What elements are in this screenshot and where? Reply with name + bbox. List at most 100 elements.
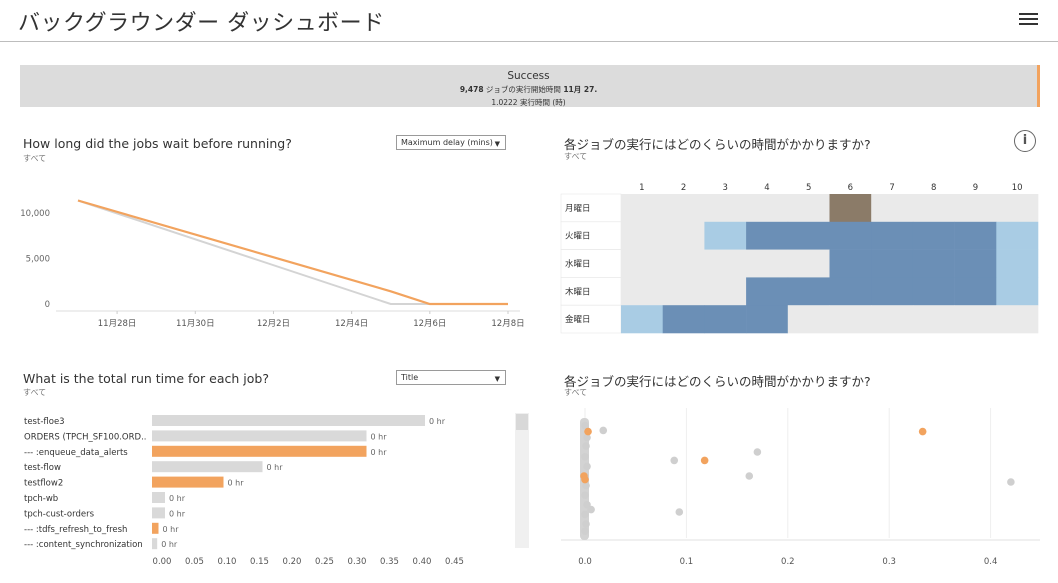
bar-data-label: 0 hr <box>371 432 388 441</box>
heatmap-cell <box>662 277 705 306</box>
scatter-point <box>582 520 590 528</box>
job-count-label: ジョブの実行開始時間 <box>483 85 564 94</box>
x-tick-label: 11月30日 <box>176 319 215 329</box>
x-tick-label: 0.30 <box>348 557 367 567</box>
bar <box>152 415 425 426</box>
bar <box>152 492 165 503</box>
info-icon[interactable]: i <box>1014 130 1036 152</box>
bar-category-label: tpch-wb <box>24 494 58 504</box>
heatmap-column-label: 9 <box>973 183 978 193</box>
scatter-point <box>581 510 589 519</box>
heatmap-cell <box>954 277 997 306</box>
scatter-panel-subtitle: すべて <box>564 388 588 397</box>
scatter-point <box>745 472 754 480</box>
scatter-point <box>581 453 589 461</box>
heatmap-column-label: 10 <box>1012 183 1023 193</box>
scatter-panel-title: 各ジョブの実行にはどのくらいの時間がかかりますか? <box>564 374 871 389</box>
bar-data-label: 0 hr <box>429 417 446 426</box>
scatter-point-highlight <box>700 456 709 465</box>
heatmap-cell <box>787 194 830 223</box>
heatmap-row-label: 火曜日 <box>565 232 591 242</box>
heatmap-cell <box>871 277 914 306</box>
heatmap-cell <box>621 194 663 223</box>
heatmap-cell <box>621 277 663 306</box>
bar-category-label: --- :enqueue_data_alerts <box>24 448 128 458</box>
heatmap-cell <box>871 249 914 278</box>
scatter-point-highlight <box>584 427 592 436</box>
heatmap-cell <box>871 221 914 250</box>
scatter-point <box>581 421 589 430</box>
heatmap-cell <box>912 277 955 306</box>
bar-data-label: 0 hr <box>267 463 284 472</box>
banner-runtime-line: 1.0222 実行時間 (時) <box>491 98 566 107</box>
x-tick-label: 0.1 <box>680 557 694 567</box>
series-line <box>77 199 508 306</box>
x-tick-label: 11月28日 <box>98 319 137 329</box>
wait-line-chart: 0 5,000 10,000 11月28日 11月30日 12月2日 12月4日 12月6日 1… <box>20 199 525 329</box>
hamburger-menu-icon[interactable] <box>1018 10 1040 28</box>
heatmap-cell <box>746 194 789 223</box>
scatter-point-highlight <box>581 475 589 484</box>
runtime-sort-value: Title <box>401 373 419 382</box>
x-tick-label: 12月6日 <box>413 319 446 329</box>
top-bar: バックグラウンダー ダッシュボード <box>0 0 1058 42</box>
heatmap-cell <box>954 194 997 223</box>
heatmap-cell <box>954 249 997 278</box>
job-count: 9,478 <box>459 85 484 94</box>
heatmap-column-label: 1 <box>639 183 644 193</box>
wait-metric-value: Maximum delay (mins) <box>401 138 493 147</box>
bar <box>152 461 263 473</box>
y-tick-label: 0 <box>45 300 50 310</box>
heatmap-cell <box>871 194 914 223</box>
scatter-point <box>675 508 684 516</box>
caret-down-icon: ▼ <box>494 140 500 148</box>
scatter-point <box>582 442 590 450</box>
scatter-point <box>599 426 608 435</box>
heatmap-cell <box>621 221 663 250</box>
heatmap-column-label: 3 <box>723 183 728 193</box>
heatmap-cell <box>871 305 914 334</box>
x-tick-label: 12月2日 <box>257 319 290 329</box>
dashboard-title: バックグラウンダー ダッシュボード <box>18 11 385 36</box>
wait-panel-title: How long did the jobs wait before runnin… <box>23 136 292 151</box>
bar <box>152 507 165 519</box>
bar-category-label: test-floe3 <box>24 417 65 427</box>
x-tick-label: 0.0 <box>578 557 592 567</box>
caret-down-icon: ▼ <box>494 375 500 383</box>
x-tick-label: 0.25 <box>315 557 334 567</box>
scatter-point <box>583 433 591 442</box>
status-text: Success <box>507 70 550 82</box>
y-tick-label: 10,000 <box>20 209 50 219</box>
banner-job-count-line: 9,478 ジョブの実行開始時間 11月 27. <box>20 84 1037 95</box>
bar <box>152 476 224 488</box>
heatmap-cell <box>996 277 1039 306</box>
series-line <box>77 199 508 305</box>
scatter-point <box>753 448 762 456</box>
bar <box>152 538 158 550</box>
heatmap-cell <box>829 249 872 278</box>
wait-metric-dropdown[interactable]: Maximum delay (mins) ▼ <box>396 135 506 150</box>
heatmap-cell <box>704 277 747 306</box>
bar <box>152 522 159 534</box>
bar-data-label: 0 hr <box>163 525 180 534</box>
heatmap-cell <box>829 277 872 306</box>
x-tick-label: 0.40 <box>413 557 432 567</box>
x-tick-label: 0.35 <box>380 557 399 567</box>
heatmap-cell <box>704 221 747 250</box>
scrollbar-track <box>515 413 529 548</box>
heatmap-row-header <box>560 277 622 306</box>
bar-category-label: tpch-cust-orders <box>24 509 95 519</box>
scatter-point <box>583 462 591 471</box>
heatmap-cell <box>746 249 789 278</box>
bar-data-label: 0 hr <box>228 479 245 488</box>
heatmap-cell <box>996 194 1039 223</box>
bar-category-label: --- :content_synchronization <box>24 540 143 550</box>
bar-category-label: testflow2 <box>24 479 63 489</box>
runtime-sort-dropdown[interactable]: Title ▼ <box>396 370 506 385</box>
heatmap-cell <box>912 249 955 278</box>
bar-data-label: 0 hr <box>161 540 178 549</box>
heatmap-row-header <box>560 304 622 334</box>
heatmap-cell <box>746 221 789 250</box>
heatmap-column-label: 6 <box>848 183 853 193</box>
heatmap-cell <box>787 305 830 334</box>
